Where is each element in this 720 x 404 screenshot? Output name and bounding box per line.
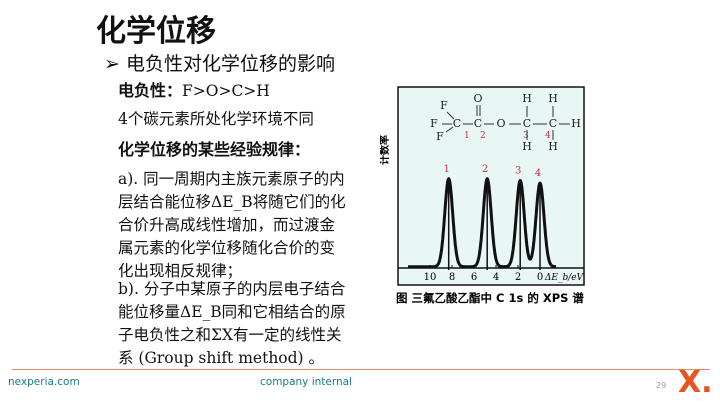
x-tick-label: 0 <box>537 272 543 283</box>
electronegativity-value: F>O>C>H <box>182 82 270 100</box>
rule-line: 能位移量ΔE_B同和它相结合的原 <box>118 303 346 321</box>
atom-label: C <box>549 117 557 130</box>
figure-caption: 图 三氟乙酸乙酯中 C 1s 的 XPS 谱 <box>396 291 584 305</box>
rule-line: b). 分子中某原子的内层电子结合 <box>118 280 346 298</box>
carbon-number: 3 <box>523 131 529 141</box>
bullet-text: 电负性对化学位移的影响 <box>125 53 335 75</box>
rule-line: 属元素的化学位移随化合价的变 <box>118 239 336 257</box>
footer-divider <box>12 369 710 370</box>
atom-label: O <box>473 92 482 105</box>
rule-line: 子电负性之和ΣX有一定的线性关 <box>118 326 342 344</box>
carbon-number: 2 <box>480 131 486 141</box>
footer-classification: company internal <box>260 376 353 388</box>
x-tick-label: 10 <box>424 272 437 283</box>
bullet-heading: ➢ 电负性对化学位移的影响 <box>104 49 335 76</box>
y-axis-label: 计数率 <box>380 135 391 165</box>
rule-line: 合价升高成线性增加，而过渡金 <box>118 216 336 234</box>
atom-label: H <box>522 92 532 105</box>
atom-label: H <box>548 140 558 153</box>
x-tick-label: 2 <box>515 272 521 283</box>
environment-line: 4个碳元素所处化学环境不同 <box>118 110 314 128</box>
rule-line: 层结合能位移ΔE_B将随它们的化 <box>118 193 346 211</box>
bond-line <box>446 111 455 120</box>
spectrum-line <box>407 177 557 269</box>
atom-label: O <box>496 117 505 130</box>
page-number: 29 <box>656 381 667 390</box>
atom-label: C <box>474 117 482 130</box>
figure-frame <box>397 86 585 286</box>
bullet-arrow-icon: ➢ <box>104 53 120 75</box>
electronegativity-line: 电负性：F>O>C>H <box>118 77 270 101</box>
atom-label: F <box>430 117 438 130</box>
carbon-number: 1 <box>464 131 470 141</box>
atom-label: C <box>523 117 531 130</box>
x-tick-label: 4 <box>493 272 499 283</box>
peak-label: 2 <box>482 164 488 175</box>
page-title: 化学位移 <box>96 14 216 49</box>
x-tick-label: 8 <box>449 272 455 283</box>
rule-line: 化出现相反规律； <box>118 262 243 280</box>
carbon-number: 4 <box>545 131 551 141</box>
x-axis-label: ΔE_b/eV <box>544 273 585 283</box>
atom-label: H <box>571 117 581 130</box>
footer-site: nexperia.com <box>8 376 80 388</box>
bond-line <box>445 126 454 133</box>
x-tick-label: 6 <box>471 272 477 283</box>
electronegativity-label: 电负性： <box>118 81 183 100</box>
rules-heading: 化学位移的某些经验规律： <box>118 140 311 159</box>
peak-label: 1 <box>444 164 450 175</box>
atom-label: H <box>522 140 532 153</box>
peak-label: 3 <box>515 166 521 177</box>
atom-label: F <box>440 99 448 112</box>
rule-line: 系 (Group shift method) 。 <box>118 349 325 367</box>
nexperia-logo: X. <box>678 365 713 400</box>
atom-label: C <box>453 117 461 130</box>
atom-label: F <box>436 130 444 143</box>
peak-label: 4 <box>535 168 541 179</box>
rule-line: a). 同一周期内主族元素原子的内 <box>118 170 345 188</box>
atom-label: H <box>548 92 558 105</box>
